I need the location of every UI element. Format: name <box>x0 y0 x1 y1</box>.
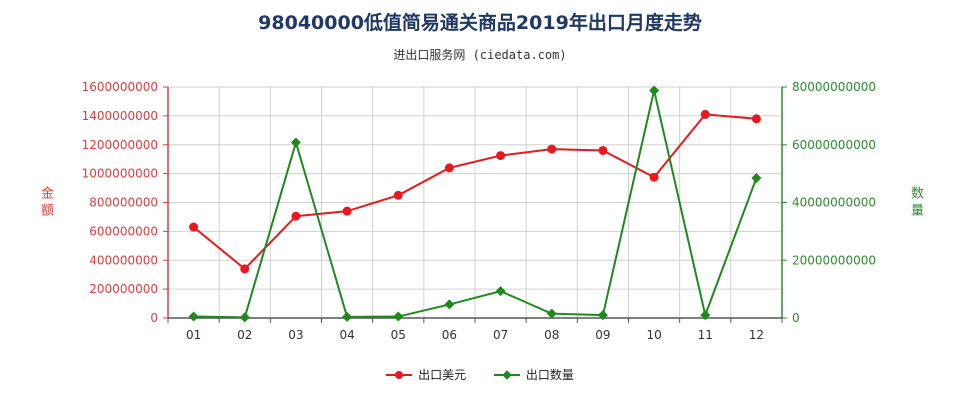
x-tick-label: 10 <box>646 328 661 342</box>
left-tick-label: 0 <box>150 311 158 325</box>
series-1-point <box>342 206 352 216</box>
series-1-point <box>751 114 761 124</box>
series-2-point <box>495 286 506 297</box>
series-1-point <box>393 190 403 200</box>
x-tick-label: 07 <box>493 328 508 342</box>
series-line-2 <box>193 90 758 319</box>
series-2-point <box>546 308 557 319</box>
x-tick-label: 06 <box>442 328 457 342</box>
series-2-point <box>188 311 199 322</box>
right-tick-label: 0 <box>792 311 800 325</box>
chart-title: 98040000低值简易通关商品2019年出口月度走势 <box>258 12 702 34</box>
x-tick-label: 12 <box>749 328 764 342</box>
x-tick-label: 03 <box>288 328 303 342</box>
series-1-point <box>444 163 454 173</box>
series-2-point <box>444 299 455 310</box>
legend-item-series1[interactable]: 出口美元 <box>386 366 466 383</box>
left-tick-label: 1600000000 <box>82 80 158 94</box>
series-2-point <box>597 310 608 321</box>
right-axis-title: 数量 <box>908 186 923 220</box>
series-1-point <box>700 109 710 119</box>
legend-label-series1: 出口美元 <box>418 368 467 382</box>
left-tick-label: 1000000000 <box>82 167 158 181</box>
legend-swatch-series2 <box>493 369 520 380</box>
series-2-point <box>751 172 762 183</box>
x-tick-label: 02 <box>237 328 252 342</box>
series-2-point <box>239 312 250 323</box>
legend-swatch-series1 <box>386 370 413 380</box>
left-axis-title: 金额 <box>38 186 53 220</box>
right-tick-label: 60000000000 <box>792 138 876 152</box>
series-2-point <box>393 311 404 322</box>
x-tick-label: 05 <box>391 328 406 342</box>
x-tick-label: 09 <box>595 328 610 342</box>
series-line-1 <box>192 113 757 271</box>
series-1-point <box>649 172 659 182</box>
right-tick-label: 40000000000 <box>792 196 876 210</box>
x-tick-label: 01 <box>186 328 201 342</box>
series-2-point <box>342 311 353 322</box>
series-2-point <box>290 137 301 148</box>
right-tick-label: 20000000000 <box>792 253 876 267</box>
x-tick-label: 08 <box>544 328 559 342</box>
series-1-point <box>291 211 301 221</box>
series-1-point <box>547 144 557 154</box>
series-2-point <box>700 310 711 321</box>
x-tick-label: 11 <box>698 328 713 342</box>
left-tick-label: 400000000 <box>89 253 158 267</box>
left-tick-label: 600000000 <box>89 224 158 238</box>
series-1-point <box>189 222 199 232</box>
left-tick-label: 800000000 <box>89 196 158 210</box>
chart-subtitle: 进出口服务网 (ciedata.com) <box>393 48 567 62</box>
legend: 出口美元 出口数量 <box>0 366 960 383</box>
legend-label-series2: 出口数量 <box>525 368 574 382</box>
series-2-point <box>649 85 660 96</box>
series-1-point <box>240 264 250 274</box>
series-1-point <box>598 146 608 156</box>
left-tick-label: 200000000 <box>89 282 158 296</box>
series-1-point <box>496 151 506 161</box>
left-tick-label: 1400000000 <box>82 109 158 123</box>
left-tick-label: 1200000000 <box>82 138 158 152</box>
right-tick-label: 80000000000 <box>792 80 876 94</box>
legend-item-series2[interactable]: 出口数量 <box>493 366 574 383</box>
x-tick-label: 04 <box>339 328 354 342</box>
